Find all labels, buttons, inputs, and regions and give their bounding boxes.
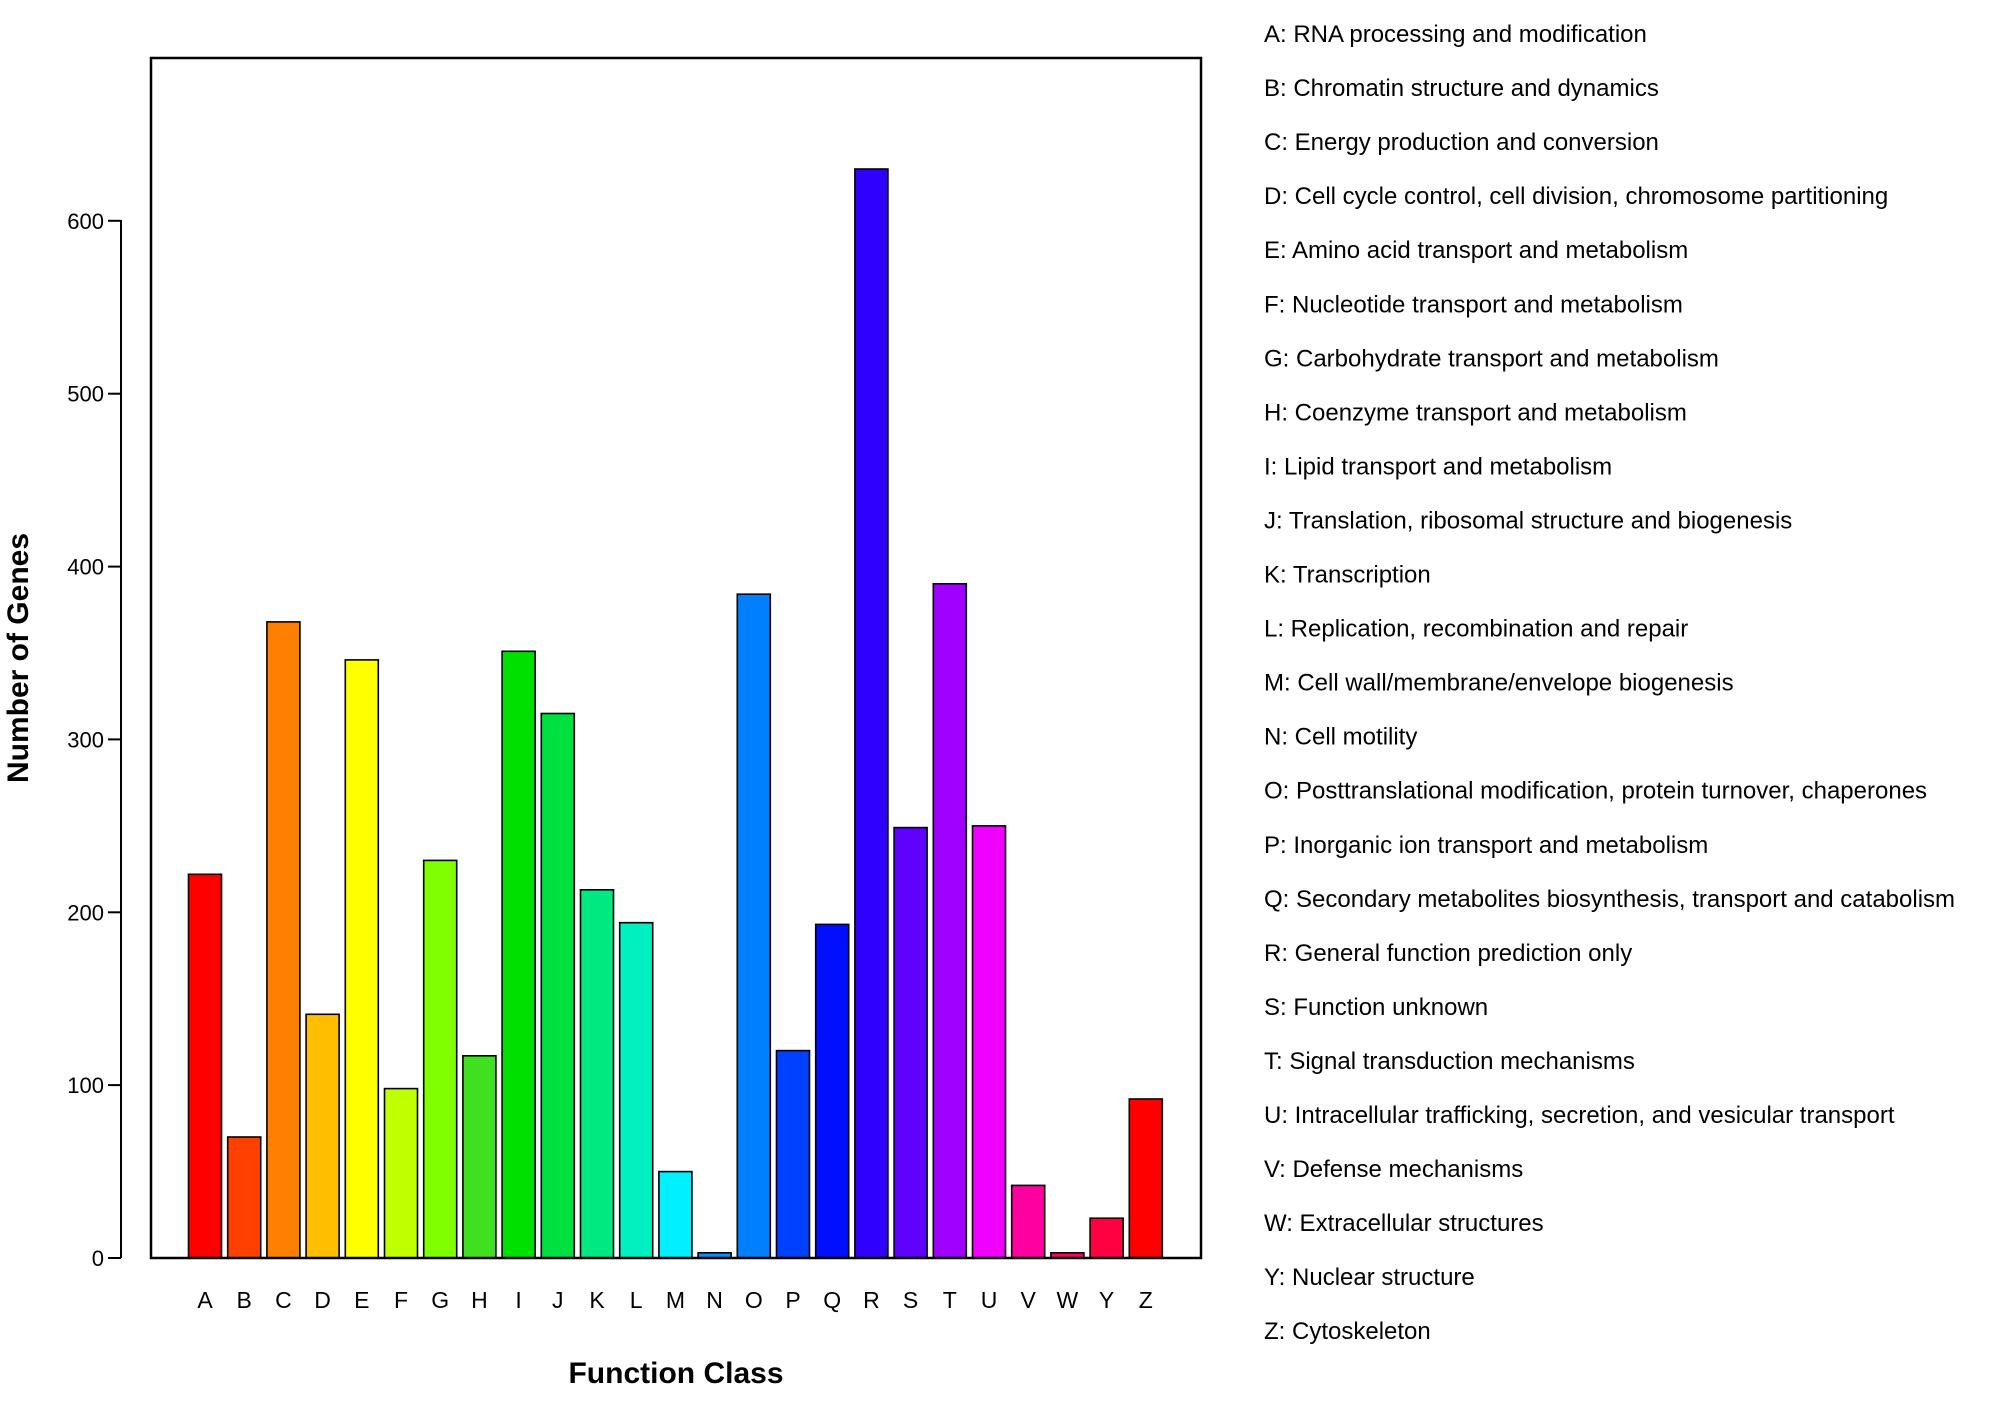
x-tick-label-D: D bbox=[314, 1287, 331, 1313]
x-tick-label-B: B bbox=[237, 1287, 252, 1313]
x-tick-label-C: C bbox=[275, 1287, 292, 1313]
x-tick-label-R: R bbox=[863, 1287, 880, 1313]
y-tick-label: 500 bbox=[67, 382, 104, 407]
x-tick-label-M: M bbox=[666, 1287, 685, 1313]
bar-P bbox=[775, 1049, 811, 1259]
y-tick-label: 400 bbox=[67, 555, 104, 580]
legend-entry-M: M: Cell wall/membrane/envelope biogenesi… bbox=[1264, 670, 1734, 697]
bar-V bbox=[1010, 1184, 1046, 1259]
x-tick-label-L: L bbox=[630, 1287, 643, 1313]
legend-entry-G: G: Carbohydrate transport and metabolism bbox=[1264, 345, 1719, 372]
legend-entry-K: K: Transcription bbox=[1264, 562, 1431, 589]
bar-O bbox=[736, 593, 772, 1259]
x-tick-label-F: F bbox=[394, 1287, 408, 1313]
x-tick-label-J: J bbox=[552, 1287, 564, 1313]
bar-E bbox=[344, 659, 380, 1259]
x-tick-label-U: U bbox=[981, 1287, 998, 1313]
x-tick-label-T: T bbox=[943, 1287, 957, 1313]
bar-Q bbox=[814, 923, 850, 1259]
bar-B bbox=[226, 1136, 262, 1259]
legend-entry-Y: Y: Nuclear structure bbox=[1264, 1264, 1475, 1291]
bar-K bbox=[579, 888, 615, 1259]
x-tick-label-H: H bbox=[471, 1287, 488, 1313]
x-tick-label-Z: Z bbox=[1139, 1287, 1153, 1313]
legend-entry-F: F: Nucleotide transport and metabolism bbox=[1264, 291, 1683, 318]
y-tick-label: 0 bbox=[92, 1246, 104, 1271]
bar-M bbox=[658, 1170, 693, 1259]
bar-Z bbox=[1128, 1098, 1164, 1259]
bar-C bbox=[266, 621, 301, 1259]
bars-layer bbox=[187, 168, 1164, 1259]
legend-entry-Z: Z: Cytoskeleton bbox=[1264, 1318, 1431, 1345]
bar-H bbox=[462, 1055, 497, 1259]
x-tick-label-O: O bbox=[745, 1287, 763, 1313]
legend-entry-W: W: Extracellular structures bbox=[1264, 1210, 1544, 1237]
legend: A: RNA processing and modification B: Chr… bbox=[1264, 21, 1955, 1345]
x-tick-label-P: P bbox=[785, 1287, 800, 1313]
x-tick-label-Y: Y bbox=[1099, 1287, 1114, 1313]
legend-entry-P: P: Inorganic ion transport and metabolis… bbox=[1264, 832, 1708, 859]
y-tick-label: 300 bbox=[67, 727, 104, 752]
bar-S bbox=[893, 826, 928, 1259]
legend-entry-J: J: Translation, ribosomal structure and … bbox=[1264, 508, 1792, 535]
x-tick-label-I: I bbox=[515, 1287, 521, 1313]
bar-Y bbox=[1089, 1217, 1124, 1259]
legend-entry-A: A: RNA processing and modification bbox=[1264, 21, 1647, 48]
bar-T bbox=[932, 582, 968, 1259]
bar-L bbox=[618, 921, 654, 1259]
legend-entry-V: V: Defense mechanisms bbox=[1264, 1156, 1523, 1183]
legend-entry-U: U: Intracellular trafficking, secretion,… bbox=[1264, 1102, 1895, 1129]
legend-entry-I: I: Lipid transport and metabolism bbox=[1264, 453, 1612, 480]
bar-F bbox=[383, 1087, 419, 1259]
legend-entry-Q: Q: Secondary metabolites biosynthesis, t… bbox=[1264, 886, 1955, 913]
legend-entry-B: B: Chromatin structure and dynamics bbox=[1264, 75, 1659, 102]
legend-entry-D: D: Cell cycle control, cell division, ch… bbox=[1264, 183, 1888, 210]
bar-U bbox=[971, 825, 1007, 1259]
legend-entry-O: O: Posttranslational modification, prote… bbox=[1264, 778, 1927, 805]
bar-I bbox=[501, 650, 536, 1259]
legend-entry-C: C: Energy production and conversion bbox=[1264, 129, 1659, 156]
legend-entry-L: L: Replication, recombination and repair bbox=[1264, 616, 1688, 643]
x-tick-label-E: E bbox=[354, 1287, 369, 1313]
legend-entry-S: S: Function unknown bbox=[1264, 994, 1488, 1021]
x-tick-label-Q: Q bbox=[823, 1287, 841, 1313]
y-tick-label: 600 bbox=[67, 209, 104, 234]
x-tick-label-N: N bbox=[706, 1287, 723, 1313]
x-tick-label-W: W bbox=[1057, 1287, 1079, 1313]
x-tick-label-S: S bbox=[903, 1287, 918, 1313]
y-tick-label: 100 bbox=[67, 1073, 104, 1098]
x-tick-label-V: V bbox=[1021, 1287, 1037, 1313]
bar-R bbox=[854, 168, 889, 1259]
plot-frame bbox=[149, 56, 1203, 1260]
x-tick-label-G: G bbox=[431, 1287, 449, 1313]
legend-entry-T: T: Signal transduction mechanisms bbox=[1264, 1048, 1635, 1075]
x-tick-label-A: A bbox=[197, 1287, 213, 1313]
bar-A bbox=[187, 873, 223, 1259]
x-tick-label-K: K bbox=[589, 1287, 605, 1313]
legend-entry-N: N: Cell motility bbox=[1264, 724, 1417, 751]
legend-entry-R: R: General function prediction only bbox=[1264, 940, 1632, 967]
y-tick-label: 200 bbox=[67, 900, 104, 925]
bar-G bbox=[422, 859, 458, 1259]
y-axis-title: Number of Genes bbox=[2, 533, 35, 783]
bar-D bbox=[305, 1013, 340, 1259]
bar-J bbox=[540, 712, 576, 1259]
y-ticks: 0 100 200 300 400 500 600 bbox=[67, 209, 121, 1271]
x-axis-title: Function Class bbox=[568, 1357, 783, 1390]
legend-entry-H: H: Coenzyme transport and metabolism bbox=[1264, 399, 1687, 426]
legend-entry-E: E: Amino acid transport and metabolism bbox=[1264, 237, 1688, 264]
